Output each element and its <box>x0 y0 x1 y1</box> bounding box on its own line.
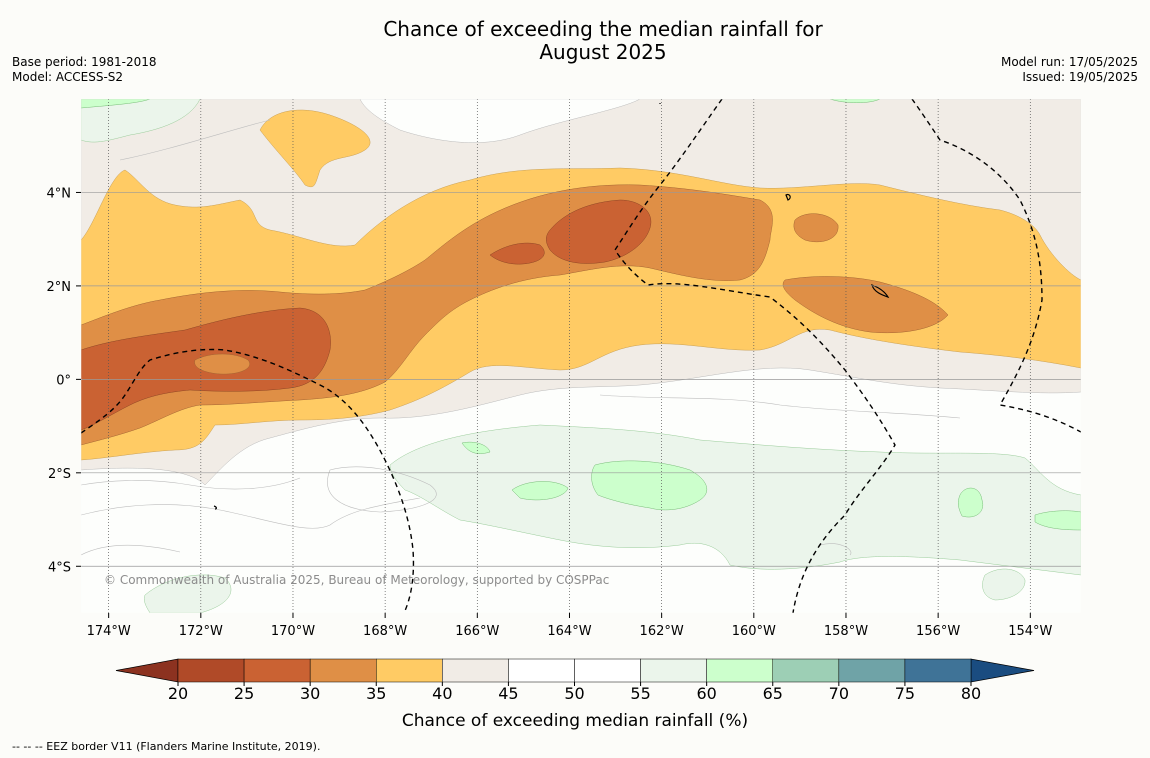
colorbar-swatch <box>243 658 311 683</box>
longitude-tick-label: 164°W <box>547 624 591 639</box>
longitude-ticks: 174°W 172°W 170°W 168°W 166°W 164°W 162°W 160°W… <box>87 613 1053 639</box>
colorbar-over-arrow <box>970 658 1035 683</box>
longitude-tick-label: 156°W <box>916 624 960 639</box>
latitude-tick-label: 2°N <box>47 280 72 295</box>
eez-borders <box>81 99 1081 613</box>
issued-date: Issued: 19/05/2025 <box>1022 70 1138 84</box>
latitude-tick-label: 4°N <box>47 186 72 201</box>
band-55-60-sw <box>143 574 232 613</box>
latitude-tick-label: 4°S <box>48 560 71 575</box>
islands <box>213 103 890 510</box>
colorbar-tick-label: 20 <box>168 684 188 703</box>
band-60-65-b <box>511 481 569 501</box>
band-30-35-small <box>793 213 839 243</box>
copyright-notice: © Commonwealth of Australia 2025, Bureau… <box>104 573 609 587</box>
band-30-35-east <box>782 276 949 334</box>
map-frame <box>80 98 1082 614</box>
contour-fields: © Commonwealth of Australia 2025, Bureau… <box>81 99 1081 613</box>
colorbar-swatch <box>442 658 509 683</box>
colorbar-tick-label: 40 <box>432 684 452 703</box>
longitude-tick-label: 154°W <box>1008 624 1052 639</box>
band-25-30-center <box>546 199 652 264</box>
gridlines <box>81 99 1081 613</box>
colorbar-tick-label: 35 <box>366 684 386 703</box>
longitude-tick-label: 174°W <box>87 624 131 639</box>
band-60-65-e <box>461 441 491 454</box>
colorbar-swatch <box>904 658 972 683</box>
latitude-tick-label: 2°S <box>48 467 71 482</box>
colorbar-tick-label: 25 <box>234 684 254 703</box>
colorbar-tick-label: 65 <box>763 684 783 703</box>
colorbar-under-arrow <box>115 658 179 683</box>
colorbar-tick-label: 70 <box>829 684 849 703</box>
footnote-eez: -- -- -- EEZ border V11 (Flanders Marine… <box>12 740 321 753</box>
title-line-2: August 2025 <box>539 40 667 64</box>
thin-contours <box>81 119 961 556</box>
colorbar-tick-label: 30 <box>300 684 320 703</box>
band-55-60 <box>389 424 1081 576</box>
colorbar-tick-label: 50 <box>564 684 584 703</box>
model-run: Model run: 17/05/2025 <box>1000 55 1138 69</box>
map-title: Chance of exceeding the median rainfall … <box>0 18 1150 64</box>
colorbar-tick-label: 75 <box>895 684 915 703</box>
longitude-tick-label: 162°W <box>640 624 684 639</box>
band-60-65-d <box>1034 510 1081 531</box>
colorbar: 20 25 30 35 40 45 50 55 60 65 70 75 80 <box>115 658 1035 703</box>
colorbar-swatch <box>640 658 707 683</box>
band-55-60-se <box>982 568 1026 601</box>
band-60-65-c <box>958 487 984 518</box>
colorbar-label: Chance of exceeding median rainfall (%) <box>402 711 748 731</box>
colorbar-swatch <box>706 658 774 683</box>
longitude-tick-label: 170°W <box>271 624 315 639</box>
longitude-tick-label: 166°W <box>455 624 499 639</box>
colorbar-tick-label: 60 <box>696 684 716 703</box>
colorbar-swatch <box>309 658 377 683</box>
band-25-30-center-2 <box>489 242 545 265</box>
title-line-1: Chance of exceeding the median rainfall … <box>383 17 823 41</box>
band-55-60-nw <box>81 99 201 143</box>
colorbar-tick-label: 55 <box>630 684 650 703</box>
colorbar-swatch <box>376 658 443 683</box>
band-35-40-upper <box>259 109 371 188</box>
meta-right: Model run: 17/05/2025 Issued: 19/05/2025 <box>1001 55 1138 85</box>
colorbar-swatch <box>838 658 906 683</box>
colorbar-swatch <box>574 658 641 683</box>
longitude-tick-label: 160°W <box>732 624 776 639</box>
latitude-tick-label: 0° <box>56 373 71 388</box>
meta-left: Base period: 1981-2018 Model: ACCESS-S2 <box>12 55 157 85</box>
longitude-tick-label: 168°W <box>363 624 407 639</box>
colorbar-tick-label: 80 <box>961 684 981 703</box>
longitude-tick-label: 172°W <box>179 624 223 639</box>
longitude-tick-label: 158°W <box>824 624 868 639</box>
colorbar-swatch <box>508 658 575 683</box>
model-name: Model: ACCESS-S2 <box>12 70 124 84</box>
base-period: Base period: 1981-2018 <box>12 55 157 69</box>
colorbar-tick-label: 45 <box>498 684 518 703</box>
latitude-ticks: 4°N 2°N 0° 2°S 4°S <box>47 186 81 575</box>
colorbar-swatch <box>772 658 840 683</box>
colorbar-swatch <box>177 658 245 683</box>
band-45-55-north <box>359 99 641 143</box>
